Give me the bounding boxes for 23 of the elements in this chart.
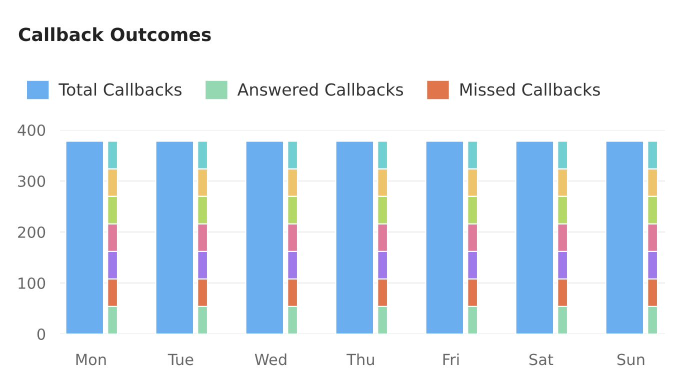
x-tick-label: Thu	[346, 353, 374, 366]
y-tick-label: 100	[18, 277, 46, 290]
bar	[245, 140, 284, 334]
x-tick-label: Sun	[617, 354, 644, 366]
bar	[605, 140, 644, 334]
bar	[335, 140, 374, 334]
legend-label: Answered Callbacks	[237, 82, 404, 96]
chart-title: Callback Outcomes	[18, 27, 211, 42]
y-tick-label: 0	[37, 328, 46, 340]
x-tick-label: Fri	[443, 353, 459, 366]
bar	[155, 140, 194, 334]
x-tick-label: Tue	[168, 354, 194, 366]
y-tick-label: 200	[18, 226, 46, 238]
legend-label: Missed Callbacks	[460, 82, 600, 96]
bar	[425, 140, 464, 334]
bar	[515, 140, 554, 334]
x-tick-label: Sat	[529, 354, 554, 366]
legend-label: Total Callbacks	[58, 82, 182, 96]
x-tick-label: Mon	[76, 354, 106, 366]
y-tick-label: 400	[18, 124, 46, 136]
bar	[65, 140, 104, 334]
y-tick-label: 300	[18, 175, 46, 188]
x-tick-label: Wed	[254, 353, 286, 366]
